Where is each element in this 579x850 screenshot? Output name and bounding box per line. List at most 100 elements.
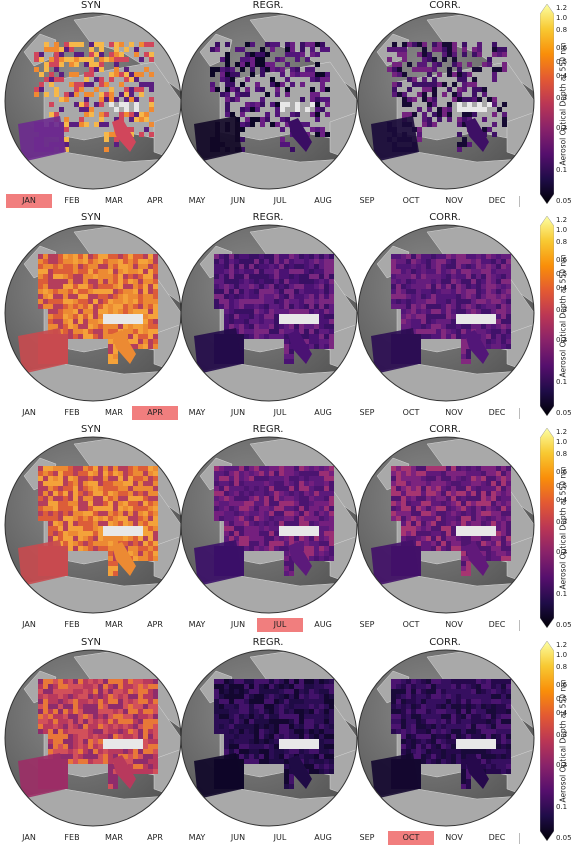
colorbar-tick-label: 0.8 (556, 663, 568, 671)
globe-rim (180, 649, 358, 827)
month-label-may: MAY (188, 196, 206, 205)
italy-field (465, 542, 489, 576)
aod-field (391, 254, 511, 364)
colorbar-axis-label: Aerosol Optical Depth at 550 nm (558, 254, 568, 378)
panel-title: SYN (81, 212, 101, 223)
globe-rim (180, 12, 358, 190)
month-strip-end (519, 196, 520, 207)
colorbar-tick-label: 1.0 (556, 226, 568, 234)
colorbar-tick-label: 0.4 (556, 284, 568, 292)
colorbar-tick-label: 0.05 (556, 197, 572, 205)
panel-title: REGR. (252, 0, 284, 11)
month-label-may: MAY (188, 833, 206, 842)
colorbar-tick-label: 0.5 (556, 482, 568, 490)
month-label-mar: MAR (105, 408, 123, 417)
month-label-aug: AUG (314, 620, 332, 629)
aod-field (387, 42, 507, 152)
colorbar-tick-label: 1.2 (556, 428, 568, 436)
month-label-sep: SEP (359, 620, 375, 629)
month-label-apr: APR (132, 406, 178, 420)
panel-title: SYN (81, 424, 101, 435)
iberia-field (194, 328, 242, 374)
panel-title: REGR. (252, 637, 284, 648)
colorbar-axis-label: Aerosol Optical Depth at 550 nm (558, 679, 568, 803)
globe-rim (180, 436, 358, 614)
month-label-feb: FEB (64, 833, 80, 842)
colorbar-tick-label: 0.5 (556, 270, 568, 278)
panel-title: SYN (81, 0, 101, 11)
iberia-field (194, 540, 242, 586)
colorbar-tick-label: 0.8 (556, 238, 568, 246)
figure-row: SYN REGR. CORR. JAN FEB MAR APR MAY JUN JUL AUG SEP… (0, 212, 579, 424)
colorbar-tick-label: 0.5 (556, 58, 568, 66)
italy-field (288, 755, 312, 789)
month-label-oct: OCT (402, 196, 420, 205)
colorbar-tick-label: 1.2 (556, 641, 568, 649)
globe-rim (357, 649, 535, 827)
month-strip-end (519, 833, 520, 844)
panel-title: CORR. (429, 637, 461, 648)
italy-field (465, 118, 489, 152)
month-label-mar: MAR (105, 196, 123, 205)
colorbar-tick-label: 0.2 (556, 761, 568, 769)
month-label-oct: OCT (402, 408, 420, 417)
month-label-jul: JUL (273, 196, 287, 205)
colorbar-gradient (540, 641, 554, 841)
month-label-sep: SEP (359, 196, 375, 205)
month-label-feb: FEB (64, 196, 80, 205)
iberia-field (371, 116, 419, 162)
italy-field (288, 330, 312, 364)
month-label-dec: DEC (488, 196, 506, 205)
aod-globe-map (4, 224, 182, 402)
aod-globe-map (4, 12, 182, 190)
colorbar-tick-label: 1.0 (556, 438, 568, 446)
colorbar-tick-label: 0.1 (556, 378, 568, 386)
colorbar-gradient (540, 4, 554, 204)
month-label-mar: MAR (105, 620, 123, 629)
month-label-apr: APR (147, 196, 163, 205)
aod-globe-map (4, 436, 182, 614)
month-label-jul: JUL (257, 618, 303, 632)
month-label-jun: JUN (230, 196, 246, 205)
colorbar (540, 641, 554, 841)
month-strip-end (519, 620, 520, 631)
colorbar-tick-label: 0.3 (556, 306, 568, 314)
italy-field (112, 330, 136, 364)
aod-globe-map (180, 12, 358, 190)
aod-globe-map (357, 436, 535, 614)
colorbar-tick-label: 0.6 (556, 44, 568, 52)
colorbar-axis-label: Aerosol Optical Depth at 550 nm (558, 466, 568, 590)
globe-rim (357, 436, 535, 614)
colorbar-tick-label: 0.6 (556, 681, 568, 689)
colorbar-tick-label: 0.3 (556, 518, 568, 526)
aod-globe-map (357, 224, 535, 402)
month-label-feb: FEB (64, 408, 80, 417)
month-label-feb: FEB (64, 620, 80, 629)
month-strip-end (519, 408, 520, 419)
colorbar-tick-label: 1.0 (556, 651, 568, 659)
month-label-dec: DEC (488, 833, 506, 842)
colorbar-tick-label: 0.4 (556, 496, 568, 504)
aod-field (214, 466, 334, 576)
month-label-nov: NOV (445, 408, 463, 417)
month-label-nov: NOV (445, 196, 463, 205)
colorbar-tick-label: 0.3 (556, 731, 568, 739)
colorbar-tick-label: 0.1 (556, 166, 568, 174)
month-label-may: MAY (188, 408, 206, 417)
italy-field (112, 118, 136, 152)
month-label-aug: AUG (314, 408, 332, 417)
colorbar-tick-label: 0.1 (556, 803, 568, 811)
colorbar-tick-label: 0.2 (556, 124, 568, 132)
colorbar-tick-label: 0.2 (556, 336, 568, 344)
colorbar-tick-label: 0.8 (556, 450, 568, 458)
month-label-may: MAY (188, 620, 206, 629)
month-label-jul: JUL (273, 833, 287, 842)
month-label-oct: OCT (402, 620, 420, 629)
aod-field (210, 42, 330, 152)
panel-title: REGR. (252, 212, 284, 223)
iberia-field (371, 540, 419, 586)
iberia-field (18, 753, 66, 799)
colorbar-tick-label: 0.6 (556, 256, 568, 264)
colorbar-tick-label: 0.2 (556, 548, 568, 556)
italy-field (112, 755, 136, 789)
